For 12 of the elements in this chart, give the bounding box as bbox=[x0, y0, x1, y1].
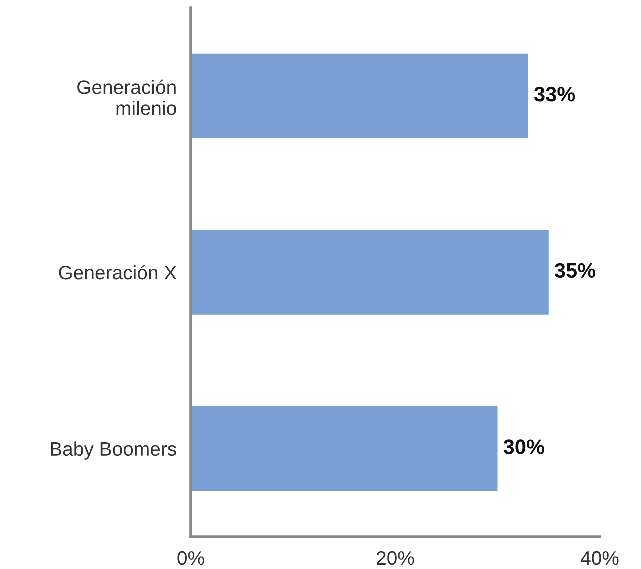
bar bbox=[191, 406, 498, 492]
bar bbox=[191, 54, 528, 138]
bar bbox=[191, 230, 549, 315]
y-tick-label: Generación X bbox=[59, 265, 177, 280]
y-tick-label: Baby Boomers bbox=[51, 442, 176, 460]
x-tick-label: 40% bbox=[580, 551, 619, 566]
data-label: 30% bbox=[504, 440, 544, 454]
x-tick-label: 0% bbox=[178, 551, 204, 566]
x-tick-label: 20% bbox=[377, 551, 414, 566]
data-label: 35% bbox=[554, 263, 596, 278]
y-tick-label: Generación milenio bbox=[78, 80, 176, 116]
data-label: 33% bbox=[534, 87, 576, 102]
